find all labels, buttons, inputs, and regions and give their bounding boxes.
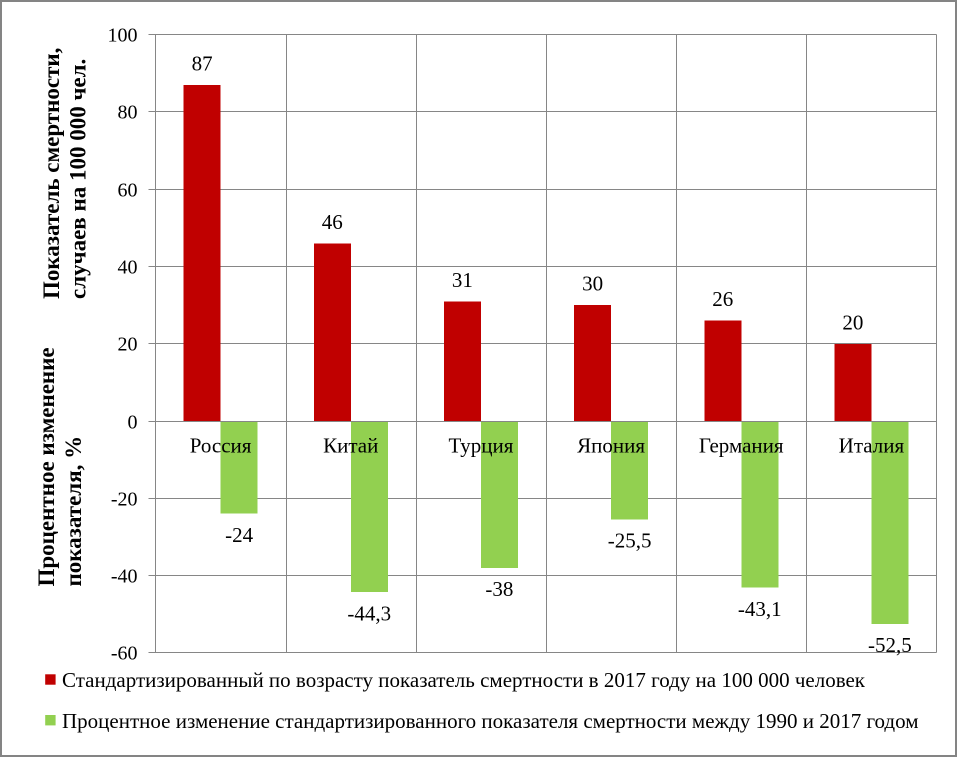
svg-text:0: 0 <box>128 411 138 433</box>
svg-text:Процентное изменение стандарти: Процентное изменение стандартизированног… <box>62 709 919 733</box>
svg-text:-43,1: -43,1 <box>738 597 782 621</box>
svg-text:31: 31 <box>452 268 473 292</box>
svg-text:-24: -24 <box>225 523 253 547</box>
svg-text:Турция: Турция <box>448 433 513 457</box>
svg-text:60: 60 <box>118 179 138 201</box>
svg-text:Процентное изменениепоказателя: Процентное изменениепоказателя, % <box>34 347 86 586</box>
svg-text:-40: -40 <box>111 565 138 587</box>
svg-text:Стандартизированный по возраст: Стандартизированный по возрасту показате… <box>62 668 866 692</box>
svg-text:40: 40 <box>118 256 138 278</box>
svg-text:Китай: Китай <box>323 433 378 457</box>
svg-text:20: 20 <box>118 333 138 355</box>
svg-text:Япония: Япония <box>577 433 645 457</box>
svg-text:Германия: Германия <box>699 433 784 457</box>
svg-text:-60: -60 <box>111 642 138 664</box>
svg-text:80: 80 <box>118 101 138 123</box>
svg-text:-44,3: -44,3 <box>347 601 391 625</box>
svg-text:46: 46 <box>322 210 343 234</box>
svg-text:30: 30 <box>582 272 603 296</box>
svg-text:Италия: Италия <box>839 433 905 457</box>
svg-text:Россия: Россия <box>190 433 252 457</box>
svg-text:100: 100 <box>108 24 138 46</box>
svg-text:-20: -20 <box>111 488 138 510</box>
svg-text:Показатель смертности,случаев: Показатель смертности,случаев на 100 000… <box>39 48 91 299</box>
svg-text:26: 26 <box>712 287 733 311</box>
svg-text:20: 20 <box>842 310 863 334</box>
svg-text:-52,5: -52,5 <box>868 633 912 657</box>
svg-text:87: 87 <box>192 51 213 75</box>
svg-text:-38: -38 <box>485 577 513 601</box>
svg-text:-25,5: -25,5 <box>608 529 652 553</box>
